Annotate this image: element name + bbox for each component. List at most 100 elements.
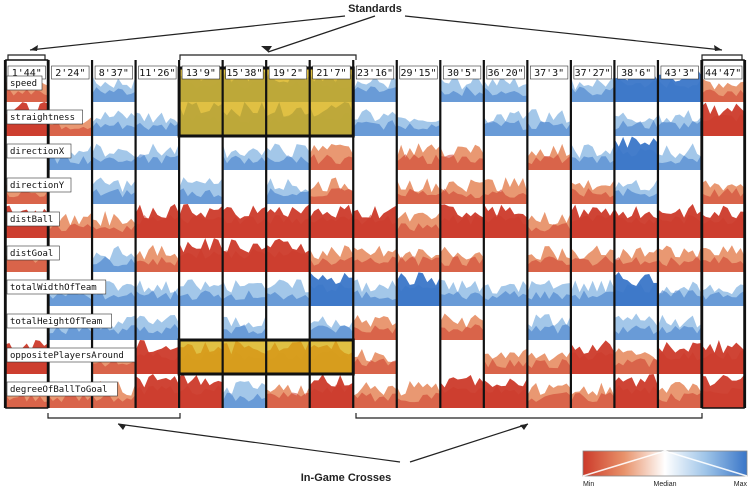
heatmap-cell: [353, 374, 397, 408]
time-label-box: [268, 65, 308, 80]
heatmap-cell: [266, 136, 310, 170]
time-label-box: [442, 65, 482, 80]
time-label: 37'27": [575, 68, 611, 79]
heatmap-cell: [657, 136, 702, 170]
heatmap-cell: [483, 204, 528, 238]
heatmap-cell: [701, 374, 745, 408]
top-braces: [7, 54, 743, 60]
heatmap-cell: [266, 170, 310, 204]
time-label: 38'6": [621, 68, 651, 79]
heatmap-cell: [353, 272, 397, 306]
feature-label-box: [6, 313, 112, 329]
time-label: 29'15": [400, 68, 436, 79]
heatmap-cell: [570, 136, 615, 170]
heatmap-cell: [527, 340, 571, 374]
heatmap-cell: [527, 170, 571, 204]
heatmap-cell: [701, 170, 745, 204]
heatmap-cell: [179, 170, 223, 204]
heatmap-cell: [353, 204, 397, 238]
heatmap-cell: [135, 170, 180, 204]
heatmap-cell: [527, 204, 571, 238]
heatmap-cell: [483, 238, 528, 272]
heatmap-cell: [179, 204, 223, 238]
heatmap-cell: [135, 374, 180, 408]
heatmap-cell: [701, 204, 745, 238]
heatmap-cell: [222, 204, 267, 238]
heatmap-cell: [570, 374, 615, 408]
time-label-box: [225, 65, 264, 80]
heatmap-cell: [92, 238, 136, 272]
heatmap-cell: [440, 272, 484, 306]
heatmap-cell: [266, 306, 310, 340]
heatmap-cell: [440, 102, 484, 136]
heatmap-cell: [657, 306, 702, 340]
heatmap-cell: [657, 374, 702, 408]
time-label-box: [660, 65, 699, 80]
heatmap-cell: [527, 136, 571, 170]
heatmap-cell: [222, 136, 267, 170]
feature-label-box: [6, 347, 136, 363]
heatmap-cell: [353, 136, 397, 170]
heatmap-cell: [570, 170, 615, 204]
heatmap-cell: [266, 204, 310, 238]
heatmap-cell: [92, 102, 136, 136]
heatmap-cell: [309, 272, 354, 306]
heatmap-cell: [483, 374, 528, 408]
heatmap-cell: [570, 204, 615, 238]
heatmap-cell: [657, 238, 702, 272]
heatmap-cell: [614, 374, 658, 408]
legend-max: Max: [734, 481, 748, 488]
time-label: 2'24": [55, 68, 85, 79]
feature-label-box: [6, 279, 107, 295]
heatmap-cell: [701, 238, 745, 272]
standards-arrowheads: [30, 45, 722, 52]
heatmap-cell: [309, 374, 354, 408]
heatmap-cell: [657, 102, 702, 136]
heatmap-cell: [440, 136, 484, 170]
time-label: 37'3": [534, 68, 564, 79]
heatmap-cell: [527, 102, 571, 136]
heatmap-cell: [440, 204, 484, 238]
first-column-frame: [5, 59, 49, 409]
heatmap-cell: [135, 136, 180, 170]
heatmap-cell: [701, 272, 745, 306]
heatmap-cell: [309, 238, 354, 272]
heatmap-grid: 1'44" 2'24" 8'37" 11'26" 13'9" 15'38" 19'2" 21'…: [3, 59, 747, 409]
time-label: 13'9": [186, 68, 216, 79]
time-label-box: [704, 65, 743, 80]
time-label: 30'5": [447, 68, 477, 79]
time-label-box: [617, 65, 656, 80]
time-label-box: [312, 65, 351, 80]
heatmap-cell: [135, 306, 180, 340]
heatmap-cell: [179, 272, 223, 306]
heatmap-cell: [527, 374, 571, 408]
heatmap-cell: [179, 306, 223, 340]
time-label: 44'47": [705, 68, 741, 79]
heatmap-cell: [657, 204, 702, 238]
feature-label-box: [6, 381, 118, 397]
heatmap-cell: [266, 374, 310, 408]
heatmap-cell: [135, 204, 180, 238]
heatmap-cell: [222, 306, 267, 340]
heatmap-cell: [396, 102, 441, 136]
heatmap-cell: [135, 272, 180, 306]
color-legend: Min Median Max: [582, 450, 748, 488]
standards-arrows: [29, 15, 723, 53]
heatmap-cell: [266, 272, 310, 306]
heatmap-cell: [396, 340, 441, 374]
feature-label-box: [6, 75, 43, 91]
heatmap-cell: [222, 238, 267, 272]
heatmap-cell: [614, 238, 658, 272]
time-label: 19'2": [273, 68, 303, 79]
feature-label-box: [6, 143, 72, 159]
heatmap-cell: [614, 136, 658, 170]
heatmap-cell: [483, 170, 528, 204]
time-label-box: [355, 65, 395, 80]
heatmap-cell: [701, 340, 745, 374]
standards-label: Standards: [348, 3, 402, 15]
time-label-box: [530, 65, 569, 80]
time-label-box: [51, 65, 90, 80]
heatmap-cell: [570, 68, 615, 102]
feature-label-box: [6, 109, 83, 125]
heatmap-cell: [440, 170, 484, 204]
